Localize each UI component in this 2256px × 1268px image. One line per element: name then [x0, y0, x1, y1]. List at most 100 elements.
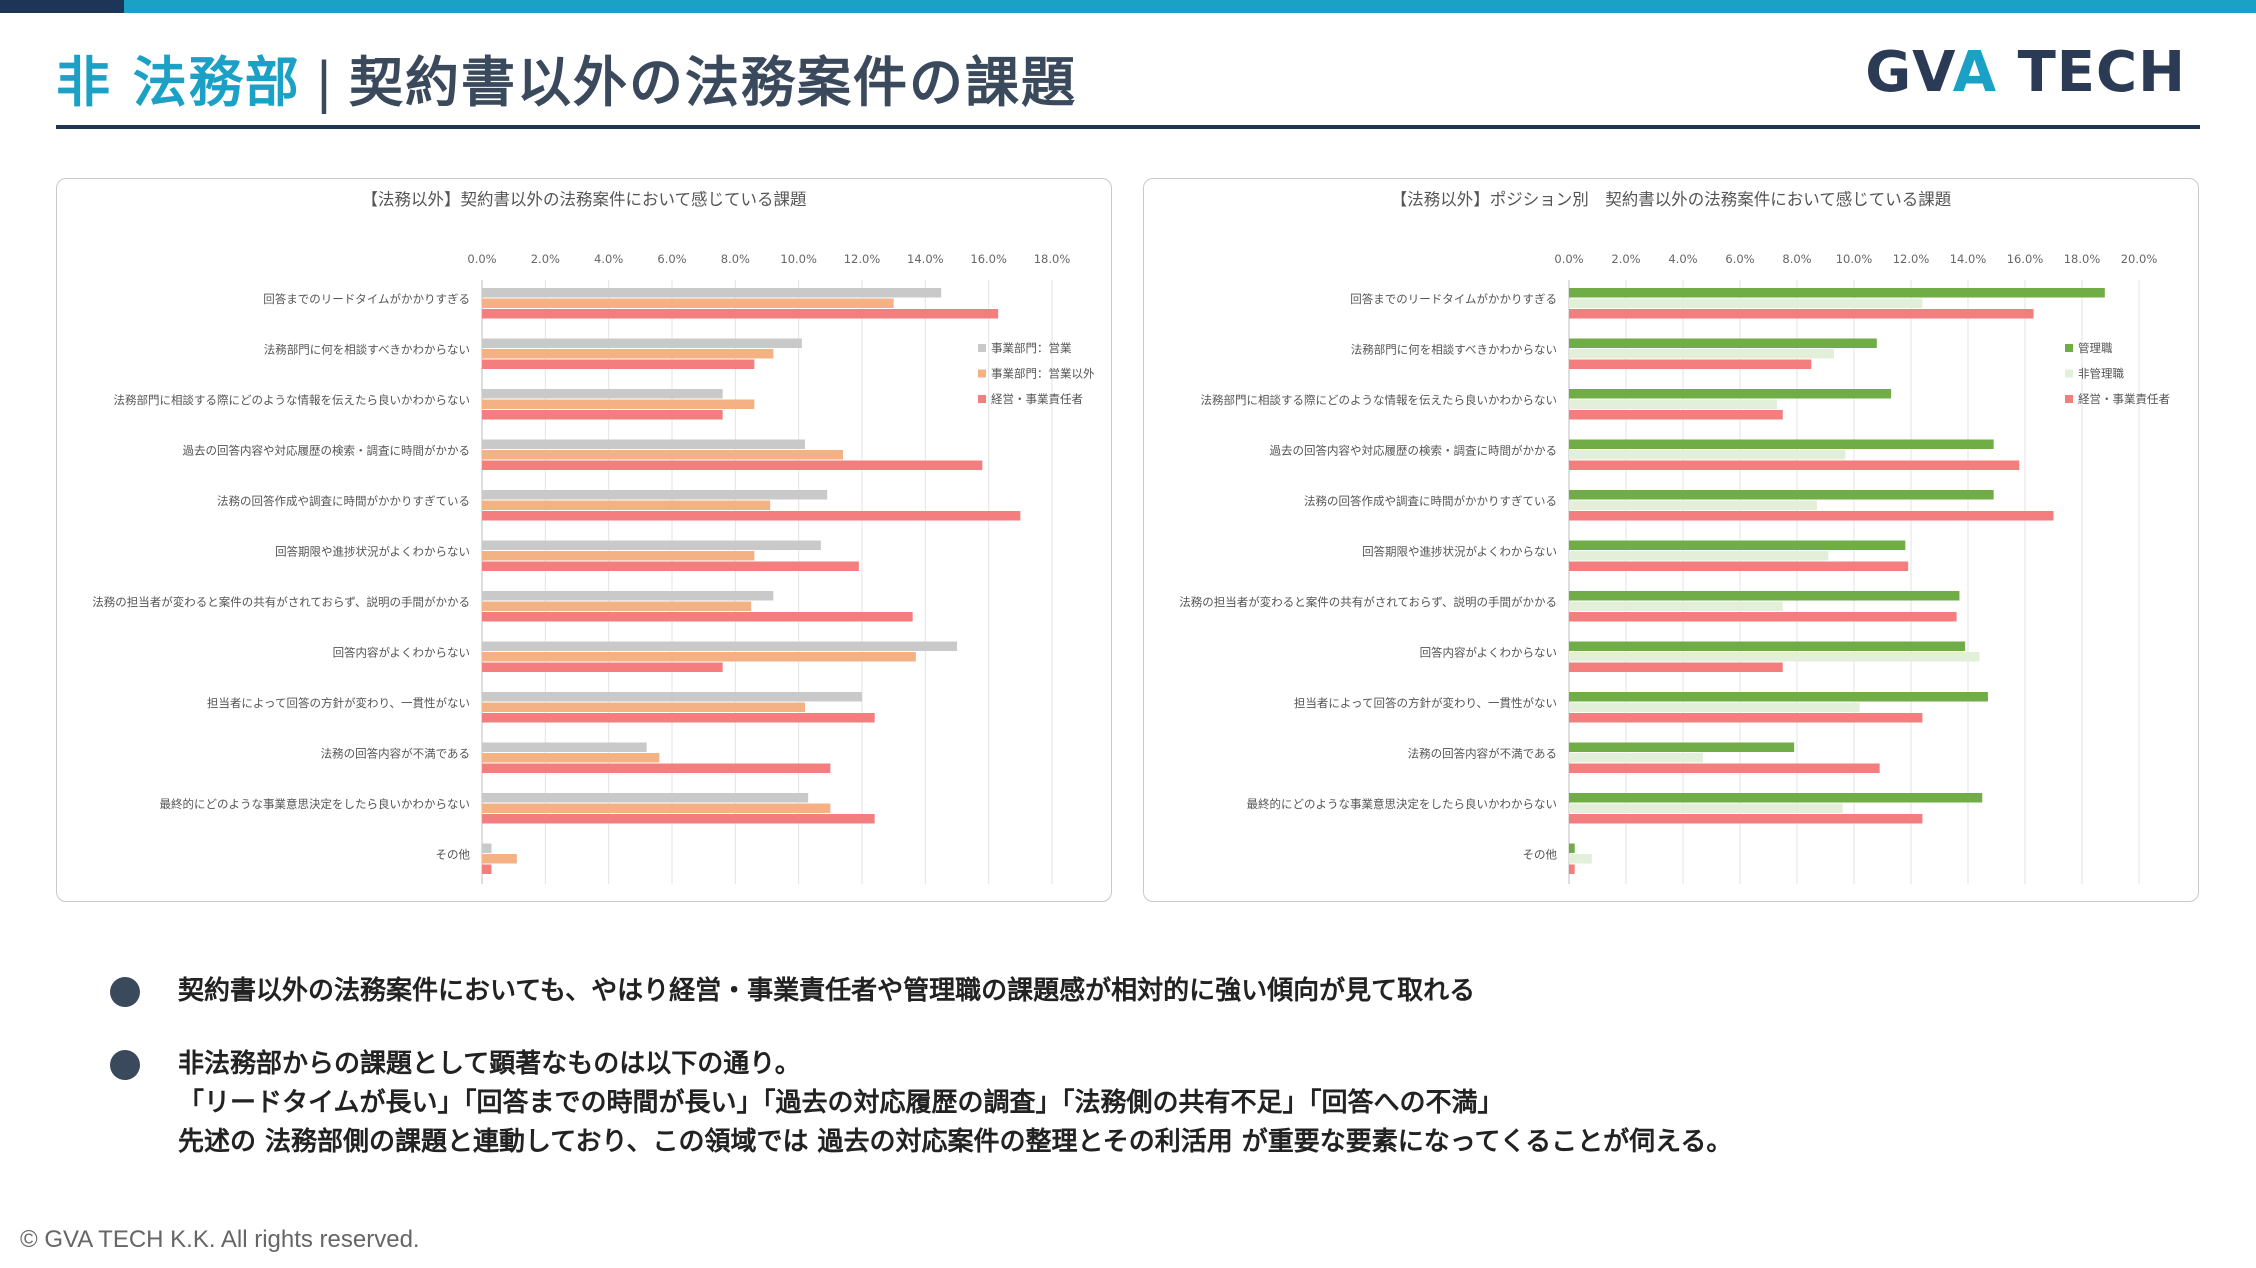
bar: [1569, 692, 1988, 702]
bar: [1569, 793, 1983, 803]
bar: [1569, 359, 1812, 369]
legend-label: 経営・事業責任者: [991, 392, 1083, 406]
bar: [1569, 662, 1783, 672]
bar: [1569, 540, 1906, 550]
summary-bullets: 契約書以外の法務案件においても、やはり経営・事業責任者や管理職の課題感が相対的に…: [110, 972, 2160, 1196]
category-label: 回答内容がよくわからない: [333, 646, 470, 660]
x-tick-label: 4.0%: [594, 252, 623, 266]
category-label: 過去の回答内容や対応履歴の検索・調査に時間がかかる: [1270, 444, 1558, 458]
x-tick-label: 12.0%: [844, 252, 881, 266]
category-label: 過去の回答内容や対応履歴の検索・調査に時間がかかる: [183, 444, 471, 458]
bar: [482, 288, 942, 298]
bar: [482, 511, 1021, 521]
category-label: 最終的にどのような事業意思決定をしたら良いかわからない: [160, 797, 471, 811]
category-label: 最終的にどのような事業意思決定をしたら良いかわからない: [1247, 797, 1558, 811]
bar: [1569, 742, 1795, 752]
bullet-dot-icon: [110, 977, 140, 1007]
x-tick-label: 6.0%: [1725, 252, 1754, 266]
bar: [482, 753, 660, 763]
category-label: 回答までのリードタイムがかかりすぎる: [263, 292, 470, 306]
bar: [1569, 410, 1783, 420]
bar: [1569, 612, 1957, 622]
legend-swatch: [978, 369, 986, 378]
bar: [1569, 601, 1783, 611]
bullet-dot-icon: [110, 1050, 140, 1080]
x-tick-label: 16.0%: [970, 252, 1007, 266]
bullet-item: 契約書以外の法務案件においても、やはり経営・事業責任者や管理職の課題感が相対的に…: [110, 972, 2160, 1011]
legend-label: 事業部門：営業: [991, 341, 1072, 355]
x-tick-label: 14.0%: [907, 252, 944, 266]
bar: [482, 713, 875, 723]
bar: [482, 843, 492, 853]
bar: [1569, 591, 1960, 601]
legend-swatch: [2065, 395, 2073, 403]
category-label: 回答期限や進捗状況がよくわからない: [275, 545, 470, 559]
category-label: 法務の回答内容が不満である: [321, 747, 470, 761]
x-tick-label: 20.0%: [2121, 252, 2158, 266]
category-label: 法務の担当者が変わると案件の共有がされておらず、説明の手間がかかる: [1179, 595, 1557, 609]
bar: [1569, 641, 1966, 651]
x-tick-label: 2.0%: [1611, 252, 1640, 266]
title-main: 契約書以外の法務案件の課題: [349, 51, 1078, 114]
chart-panel-right: 【法務以外】ポジション別 契約書以外の法務案件において感じている課題 0.0% 2.…: [1143, 178, 2199, 902]
category-label: 回答までのリードタイムがかかりすぎる: [1350, 292, 1557, 306]
bullet-line: 先述の 法務部側の課題と連動しており、この領域では 過去の対応案件の整理とその利…: [178, 1127, 1733, 1157]
bar: [1569, 803, 1843, 813]
category-label: 法務部門に何を相談すべきかわからない: [1351, 343, 1557, 357]
legend-label: 事業部門：営業以外: [991, 367, 1095, 381]
x-tick-label: 4.0%: [1668, 252, 1697, 266]
bar: [482, 692, 862, 702]
x-tick-label: 6.0%: [657, 252, 686, 266]
x-tick-label: 10.0%: [1836, 252, 1873, 266]
chart-left: 【法務以外】契約書以外の法務案件において感じている課題 0.0% 2.0% 4.0% 6…: [92, 190, 1095, 884]
copyright: © GVA TECH K.K. All rights reserved.: [20, 1226, 420, 1253]
bar: [1569, 460, 2020, 470]
category-label: 法務の回答作成や調査に時間がかかりすぎている: [1304, 494, 1557, 508]
category-label: 法務部門に相談する際にどのような情報を伝えたら良いかわからない: [114, 393, 471, 407]
bullet-line: 契約書以外の法務案件においても、やはり経営・事業責任者や管理職の課題感が相対的に…: [178, 976, 1476, 1006]
bar: [1569, 298, 1923, 308]
bar: [1569, 864, 1575, 874]
title-accent: 非 法務部: [56, 51, 301, 114]
bar: [1569, 561, 1909, 571]
bar: [1569, 652, 1980, 662]
legend-swatch: [978, 395, 986, 403]
bar: [482, 763, 831, 773]
logo-text-2: A: [1952, 40, 1998, 105]
bar: [1569, 288, 2105, 298]
bar: [482, 551, 755, 561]
bar: [1569, 450, 1846, 460]
bullet-line: 「リードタイムが長い」「回答までの時間が長い」「過去の対応履歴の調査」「法務側の…: [178, 1088, 1504, 1118]
x-tick-label: 10.0%: [780, 252, 817, 266]
bar: [1569, 854, 1592, 864]
bar: [482, 298, 894, 308]
legend-label: 管理職: [2078, 341, 2113, 355]
bar: [482, 349, 774, 359]
bar: [482, 359, 755, 369]
bar: [1569, 511, 2054, 521]
bar: [1569, 399, 1778, 409]
legend-swatch: [2065, 344, 2073, 352]
bar: [482, 641, 957, 651]
bar: [1569, 309, 2034, 319]
bar: [482, 864, 492, 874]
bar: [482, 854, 517, 864]
bar: [1569, 338, 1877, 348]
x-tick-label: 2.0%: [531, 252, 560, 266]
top-accent-bar: [0, 0, 2256, 13]
category-label: 回答内容がよくわからない: [1420, 646, 1557, 660]
bar: [1569, 702, 1860, 712]
bar: [1569, 763, 1880, 773]
legend-swatch: [2065, 369, 2073, 378]
bar: [482, 490, 828, 500]
x-tick-label: 0.0%: [1554, 252, 1583, 266]
bar: [482, 389, 723, 399]
bar: [1569, 551, 1829, 561]
legend-label: 経営・事業責任者: [2078, 392, 2170, 406]
bar: [1569, 753, 1703, 763]
category-label: その他: [436, 848, 471, 862]
gva-tech-logo: GVA TECH: [1865, 40, 2186, 105]
bar: [482, 601, 752, 611]
bar: [482, 591, 774, 601]
category-label: 回答期限や進捗状況がよくわからない: [1362, 545, 1557, 559]
